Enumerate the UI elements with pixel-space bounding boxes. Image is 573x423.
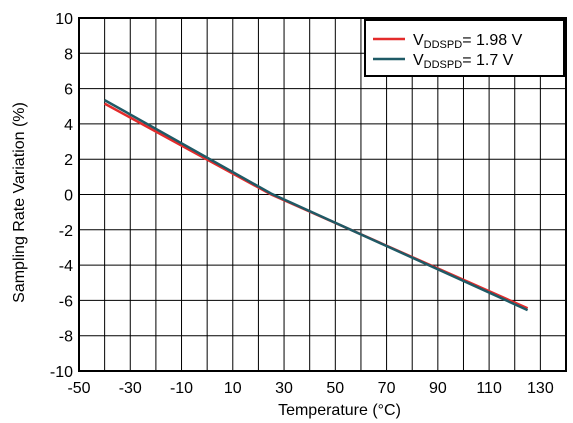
- y-tick-label: -4: [59, 258, 73, 275]
- legend-label-rest: = 1.98 V: [462, 32, 522, 49]
- series-line-2: [103, 99, 529, 312]
- legend-label-main: V: [413, 52, 424, 69]
- x-tick-label: -10: [170, 380, 193, 397]
- y-tick-label: 8: [64, 46, 73, 63]
- y-tick-label: -2: [59, 223, 73, 240]
- y-tick-label: -8: [59, 329, 73, 346]
- x-tick-label: 70: [378, 380, 396, 397]
- legend-box: [364, 19, 565, 77]
- legend-label-rest: = 1.7 V: [462, 52, 513, 69]
- legend-label-subscript: DDSPD: [424, 59, 463, 71]
- y-tick-label: 0: [64, 188, 73, 205]
- legend-label-subscript: DDSPD: [424, 39, 463, 51]
- y-tick-label: 2: [64, 152, 73, 169]
- y-tick-label: 4: [64, 117, 73, 134]
- y-tick-label: 6: [64, 82, 73, 99]
- y-axis-label: Sampling Rate Variation (%): [11, 102, 28, 303]
- x-tick-label: -50: [67, 380, 90, 397]
- legend-label: VDDSPD= 1.98 V: [413, 32, 523, 51]
- y-tick-label: 10: [55, 11, 73, 28]
- y-tick-label: -10: [50, 364, 73, 381]
- legend-label: VDDSPD= 1.7 V: [413, 52, 514, 71]
- x-tick-label: 50: [326, 380, 344, 397]
- plot-frame: [78, 17, 567, 372]
- y-tick-labels: -10 -8 -6 -4 -2 0 2 4 6 8 10: [50, 11, 73, 381]
- y-tick-label: -6: [59, 293, 73, 310]
- x-tick-label: 30: [275, 380, 293, 397]
- x-tick-label: -30: [119, 380, 142, 397]
- legend-label-main: V: [413, 32, 424, 49]
- x-tick-labels: -50 -30 -10 10 30 50 70 90 110 130: [67, 380, 553, 397]
- series-lines: [103, 99, 529, 312]
- x-tick-label: 10: [224, 380, 242, 397]
- x-tick-label: 110: [476, 380, 502, 397]
- x-tick-label: 90: [429, 380, 447, 397]
- x-axis-label: Temperature (°C): [278, 402, 401, 419]
- x-tick-label: 130: [527, 380, 554, 397]
